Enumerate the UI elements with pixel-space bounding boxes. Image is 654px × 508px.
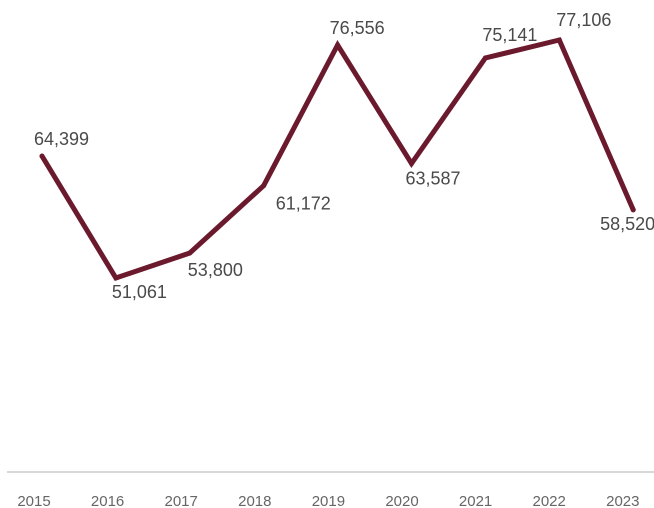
x-tick-label-2023: 2023 [606,493,639,508]
data-point-2021 [482,55,488,61]
x-tick-label-2019: 2019 [312,493,345,508]
series-line [39,37,636,282]
data-point-2019 [335,42,341,48]
data-label-2018: 61,172 [276,194,331,214]
x-tick-labels-group: 2015 2016 2017 2018 2019 2020 2021 2022 2023 [17,493,639,508]
data-label-2023: 58,520 [600,214,654,234]
data-point-2023 [630,207,636,213]
x-tick-label-2016: 2016 [91,493,124,508]
data-point-2015 [39,153,45,159]
data-labels-group: 64,399 51,061 53,800 61,172 76,556 63,587 75,1… [34,10,654,302]
data-point-2018 [261,183,267,189]
data-point-2016 [113,275,119,281]
data-label-2019: 76,556 [330,18,385,38]
data-label-2020: 63,587 [406,169,461,189]
x-tick-label-2015: 2015 [17,493,50,508]
data-label-2021: 75,141 [482,25,537,45]
series-group [39,37,636,282]
x-tick-label-2021: 2021 [459,493,492,508]
data-point-2020 [409,161,414,166]
x-tick-label-2022: 2022 [533,493,566,508]
x-tick-label-2020: 2020 [385,493,418,508]
x-tick-label-2018: 2018 [238,493,271,508]
x-tick-label-2017: 2017 [165,493,198,508]
data-point-2022 [556,37,562,43]
data-point-2017 [187,250,193,256]
data-label-2015: 64,399 [34,129,89,149]
data-label-2017: 53,800 [188,260,243,280]
data-label-2016: 51,061 [112,282,167,302]
data-label-2022: 77,106 [556,10,611,30]
